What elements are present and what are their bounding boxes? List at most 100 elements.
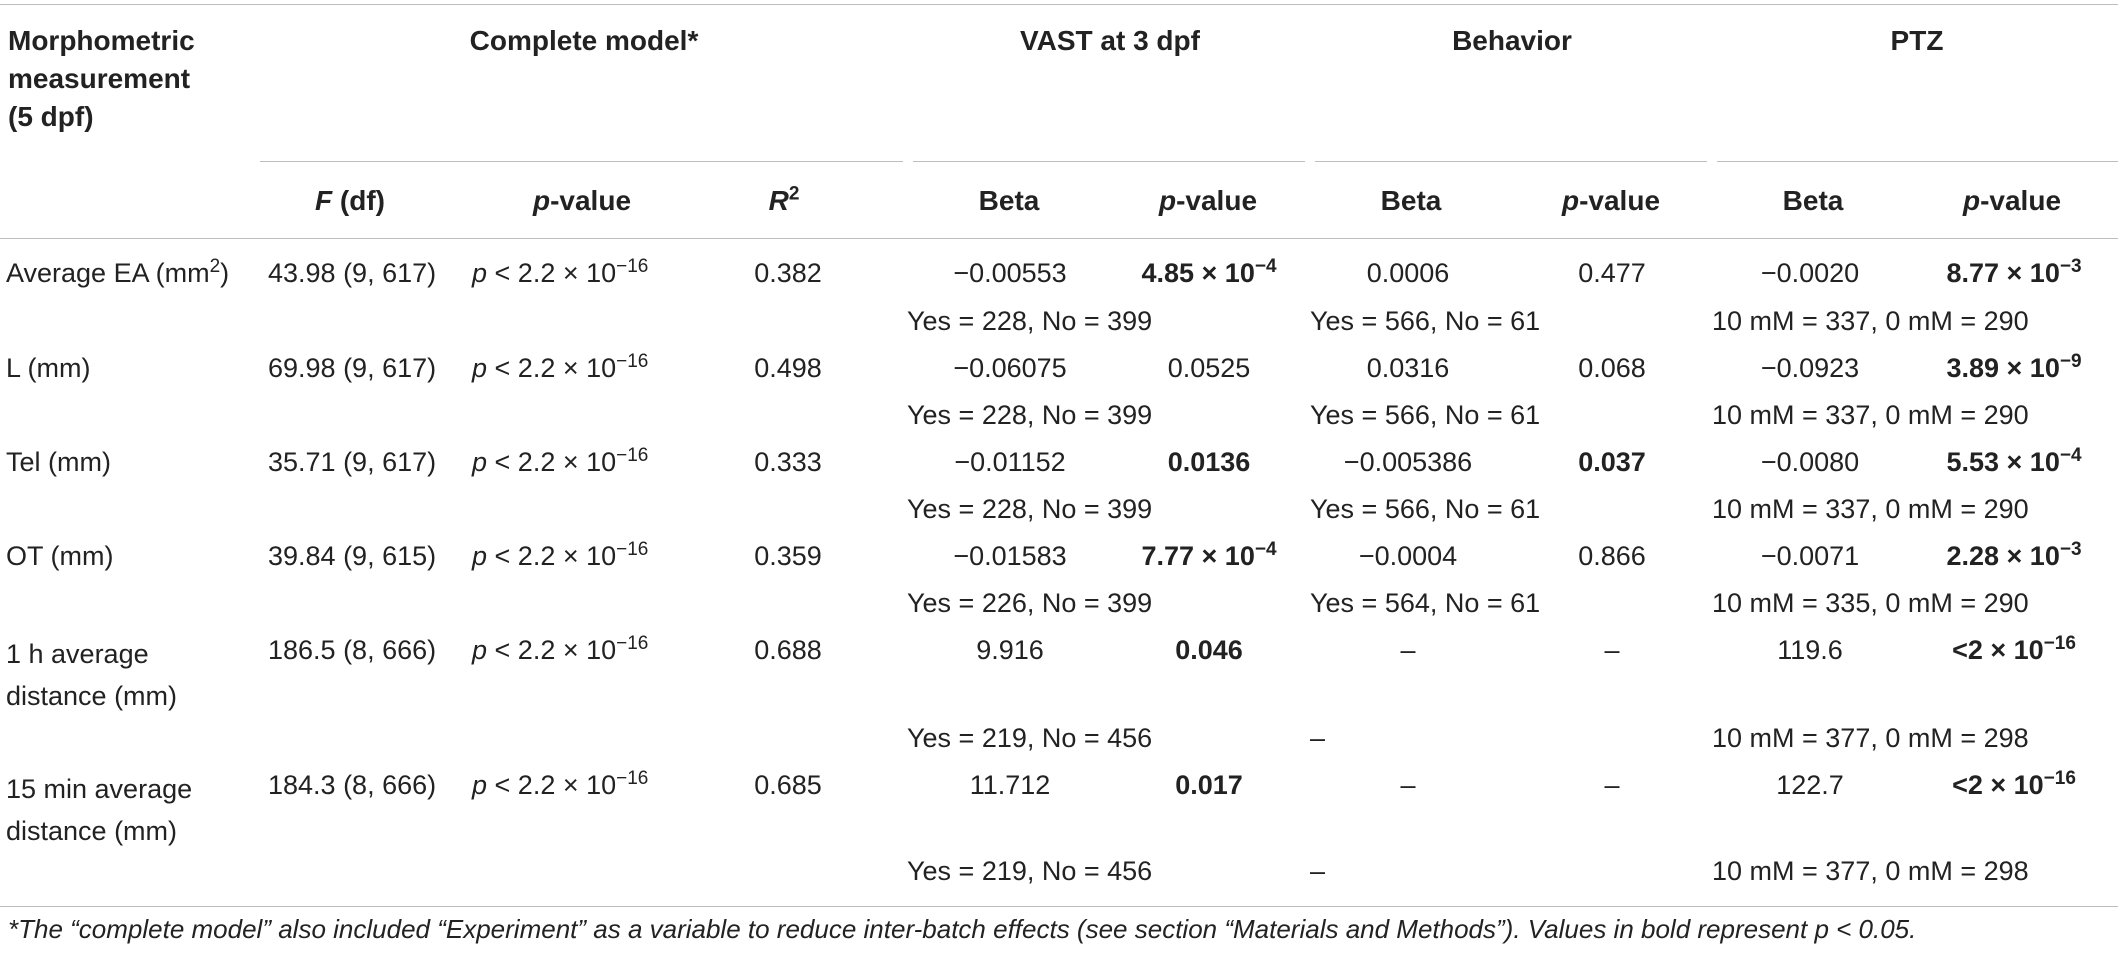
row-5-p-model-text: < 2.2 × 10 — [487, 770, 617, 800]
subheader-r-symbol: R — [768, 185, 789, 216]
row-0-f-df: 43.98 (9, 617) — [268, 258, 437, 288]
group-rule-behavior — [1315, 161, 1707, 162]
row-1-ptz-p: 3.89 × 10−9 — [1946, 351, 2082, 383]
subheader-f-df: F (df) — [315, 184, 385, 218]
subheader-beh-p-rest: -value — [1579, 185, 1661, 216]
row-1-p-model: p < 2.2 × 10−16 — [472, 351, 649, 383]
row-4-ptz-n: 10 mM = 377, 0 mM = 298 — [1712, 723, 2029, 753]
top-rule — [0, 4, 2118, 5]
row-4-vast-p: 0.046 — [1175, 635, 1243, 665]
header-behavior: Behavior — [1452, 25, 1572, 56]
row-1-p-model-text: < 2.2 × 10 — [487, 353, 617, 383]
row-2-beh-beta: −0.005386 — [1343, 447, 1473, 477]
row-3-vast-beta: −0.01583 — [953, 541, 1067, 571]
row-4-vast-beta: 9.916 — [976, 635, 1044, 665]
header-measurement-line-3: (5 dpf) — [8, 101, 94, 132]
subheader-p-rest: -value — [550, 185, 632, 216]
row-1-beh-n: Yes = 566, No = 61 — [1310, 400, 1541, 430]
row-1-ptz-n: 10 mM = 337, 0 mM = 290 — [1712, 400, 2029, 430]
row-1-ptz-beta: −0.0923 — [1760, 353, 1860, 383]
row-5-ptz-n: 10 mM = 377, 0 mM = 298 — [1712, 856, 2029, 886]
row-2-ptz-beta: −0.0080 — [1760, 447, 1860, 477]
row-2-f-df: 35.71 (9, 617) — [268, 447, 437, 477]
row-2-p-model-text: < 2.2 × 10 — [487, 447, 617, 477]
row-5-vast-beta: 11.712 — [969, 770, 1051, 800]
row-0-ptz-n: 10 mM = 337, 0 mM = 290 — [1712, 306, 2029, 336]
group-rule-ptz — [1717, 161, 2118, 162]
subheader-beh-p: p-value — [1562, 184, 1660, 218]
row-5-ptz-p: <2 × 10−16 — [1952, 768, 2076, 800]
row-0-ptz-p: 8.77 × 10−3 — [1946, 256, 2082, 288]
row-5-beh-beta: – — [1400, 770, 1416, 800]
header-measurement-line-1: Morphometric — [8, 25, 195, 56]
row-4-ptz-beta: 119.6 — [1777, 635, 1843, 665]
row-4-beh-n: – — [1310, 723, 1326, 753]
row-5-vast-p: 0.017 — [1175, 770, 1243, 800]
subheader-beh-p-symbol: p — [1561, 185, 1580, 216]
row-0-beh-beta: 0.0006 — [1366, 258, 1450, 288]
row-2-r2: 0.333 — [754, 447, 822, 477]
table-footnote: *The “complete model” also included “Exp… — [8, 914, 1917, 944]
group-rule-vast — [913, 161, 1305, 162]
row-0-r2: 0.382 — [754, 258, 822, 288]
row-2-beh-n: Yes = 566, No = 61 — [1310, 494, 1541, 524]
row-3-beh-beta: −0.0004 — [1358, 541, 1458, 571]
row-0-vast-n: Yes = 228, No = 399 — [907, 306, 1153, 336]
row-5-p-model: p < 2.2 × 10−16 — [472, 768, 649, 800]
row-4-f-df: 186.5 (8, 666) — [268, 635, 437, 665]
subheader-ptz-beta: Beta — [1782, 185, 1844, 216]
row-3-p-model: p < 2.2 × 10−16 — [472, 539, 649, 571]
row-4-vast-n: Yes = 219, No = 456 — [907, 723, 1153, 753]
row-0-p-model-exp: −16 — [616, 256, 649, 277]
row-3-p-model-text: < 2.2 × 10 — [487, 541, 617, 571]
row-0-beh-n: Yes = 566, No = 61 — [1310, 306, 1541, 336]
row-1-measure: L (mm) — [6, 353, 91, 383]
row-4-beh-p: – — [1604, 635, 1620, 665]
row-2-beh-p: 0.037 — [1578, 447, 1646, 477]
row-4-ptz-p: <2 × 10−16 — [1952, 633, 2076, 665]
row-4-measure: 1 h average distance (mm) — [6, 639, 178, 711]
row-1-beh-beta: 0.0316 — [1366, 353, 1450, 383]
row-3-f-df: 39.84 (9, 615) — [268, 541, 437, 571]
row-5-f-df: 184.3 (8, 666) — [268, 770, 437, 800]
subheader-vast-beta: Beta — [978, 185, 1040, 216]
subheader-f-symbol: F — [315, 185, 333, 216]
row-4-r2: 0.688 — [754, 635, 822, 665]
row-2-ptz-n: 10 mM = 337, 0 mM = 290 — [1712, 494, 2029, 524]
row-3-ptz-n: 10 mM = 335, 0 mM = 290 — [1712, 588, 2029, 618]
subheader-ptz-p: p-value — [1963, 184, 2061, 218]
row-2-vast-n: Yes = 228, No = 399 — [907, 494, 1153, 524]
row-1-beh-p: 0.068 — [1578, 353, 1646, 383]
row-5-vast-n: Yes = 219, No = 456 — [907, 856, 1153, 886]
header-bottom-rule — [0, 238, 2118, 239]
header-vast: VAST at 3 dpf — [1020, 25, 1200, 56]
subheader-vast-p: p-value — [1159, 184, 1257, 218]
row-1-r2: 0.498 — [754, 353, 822, 383]
row-0-ptz-beta: −0.0020 — [1760, 258, 1860, 288]
subheader-ptz-p-symbol: p — [1962, 185, 1981, 216]
subheader-beh-beta: Beta — [1380, 185, 1442, 216]
row-0-measure-text: Average EA (mm — [6, 258, 210, 288]
row-1-vast-p: 0.0525 — [1167, 353, 1251, 383]
row-5-ptz-beta: 122.7 — [1776, 770, 1844, 800]
subheader-ptz-p-rest: -value — [1980, 185, 2062, 216]
row-1-vast-beta: −0.06075 — [953, 353, 1067, 383]
row-5-beh-n: – — [1310, 856, 1326, 886]
row-2-vast-p: 0.0136 — [1167, 447, 1251, 477]
row-0-p-model-text: < 2.2 × 10 — [487, 258, 617, 288]
row-3-r2: 0.359 — [754, 541, 822, 571]
row-0-measure-sup: 2 — [209, 256, 221, 277]
row-2-ptz-p: 5.53 × 10−4 — [1946, 445, 2082, 477]
subheader-p-value-model: p-value — [533, 184, 631, 218]
row-3-ptz-p: 2.28 × 10−3 — [1946, 539, 2082, 571]
row-5-measure: 15 min average distance (mm) — [6, 774, 193, 846]
header-measurement: Morphometric measurement (5 dpf) — [8, 22, 195, 136]
row-3-vast-p: 7.77 × 10−4 — [1141, 539, 1277, 571]
header-complete-model: Complete model* — [469, 25, 699, 56]
row-4-beh-beta: – — [1400, 635, 1416, 665]
subheader-p-symbol: p — [532, 185, 551, 216]
header-ptz: PTZ — [1890, 25, 1944, 56]
row-3-beh-p: 0.866 — [1578, 541, 1646, 571]
row-0-p-model: p < 2.2 × 10−16 — [472, 256, 649, 288]
